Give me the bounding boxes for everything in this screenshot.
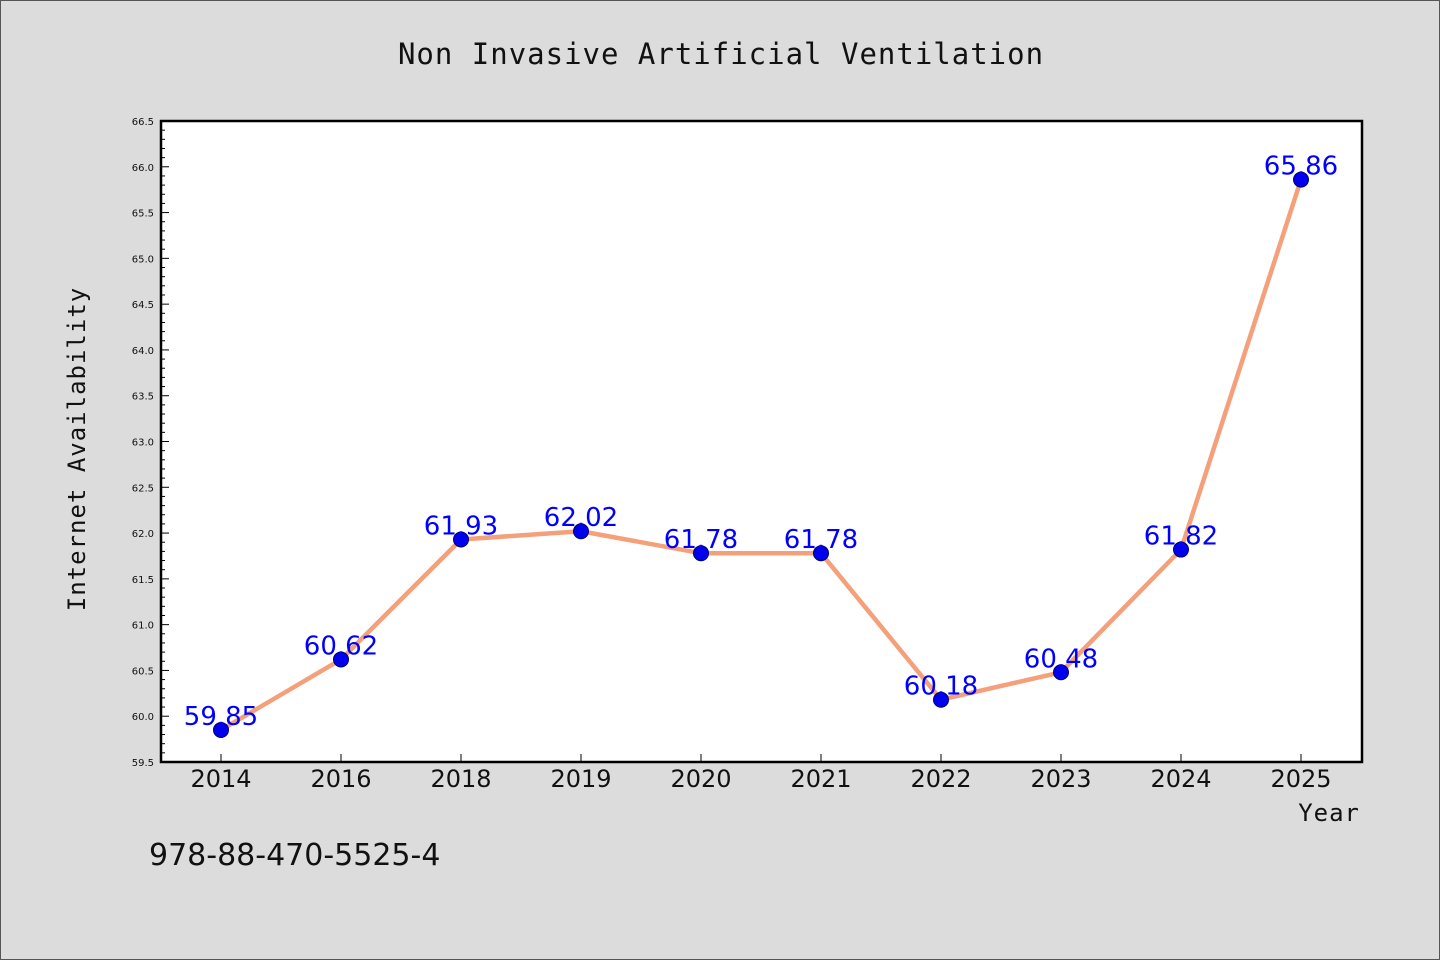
x-tick-label: 2016 <box>310 765 371 793</box>
x-tick-label: 2018 <box>430 765 491 793</box>
data-label: 60.62 <box>304 631 378 661</box>
data-point-marker <box>1053 664 1069 681</box>
x-tick-label: 2025 <box>1270 765 1331 793</box>
data-label: 60.18 <box>904 672 978 702</box>
data-label: 65.86 <box>1264 152 1338 182</box>
data-label: 61.78 <box>784 525 858 555</box>
y-tick-label: 62.0 <box>132 529 154 540</box>
data-label: 60.48 <box>1024 644 1098 674</box>
x-tick-label: 2019 <box>550 765 611 793</box>
data-label-group: 59.85 60.62 61.93 62.02 61.78 61.78 60.18 60.48… <box>184 152 1338 732</box>
y-tick-label: 64.0 <box>132 346 154 357</box>
data-label: 62.02 <box>544 503 618 533</box>
series-line <box>218 177 1304 733</box>
y-tick-label: 66.0 <box>132 163 154 174</box>
data-label: 61.93 <box>424 511 498 541</box>
x-tick-label: 2020 <box>670 765 731 793</box>
chart-title: Non Invasive Artificial Ventilation <box>398 37 1044 71</box>
y-tick-label: 61.0 <box>132 621 154 632</box>
data-point-marker <box>453 531 469 548</box>
y-tick-label: 60.5 <box>132 666 154 677</box>
x-axis-label: Year <box>1298 799 1360 827</box>
data-point-marker <box>933 691 949 708</box>
data-label: 59.85 <box>184 702 258 732</box>
data-point-marker <box>573 523 589 540</box>
data-label: 61.78 <box>664 525 738 555</box>
footer-code: 978-88-470-5525-4 <box>149 838 440 873</box>
x-tick-label: 2022 <box>910 765 971 793</box>
x-tick-label: 2021 <box>790 765 851 793</box>
data-point-marker <box>333 651 349 668</box>
x-axis: 2014 2016 2018 2019 2020 2021 2022 2023 2024 2025 <box>190 754 1332 793</box>
plot-area <box>159 119 1364 764</box>
series-line-group <box>213 171 1309 738</box>
y-tick-label: 59.5 <box>132 758 154 769</box>
y-tick-label: 63.0 <box>132 438 154 449</box>
data-point-marker <box>213 721 229 738</box>
y-tick-label: 60.0 <box>132 712 154 723</box>
data-label: 61.82 <box>1144 522 1218 552</box>
y-tick-label: 65.0 <box>132 254 154 265</box>
y-tick-label: 62.5 <box>132 483 154 494</box>
data-point-marker <box>813 545 829 562</box>
y-axis: 59.5 60.0 60.5 61.0 61.5 62.0 62.5 63.0 63.5 64.0… <box>132 117 169 769</box>
y-tick-label: 64.5 <box>132 300 154 311</box>
data-point-marker <box>693 545 709 562</box>
y-tick-label: 65.5 <box>132 209 154 220</box>
y-tick-label: 66.5 <box>132 117 154 128</box>
x-tick-label: 2024 <box>1150 765 1211 793</box>
y-axis-label: Internet Availability <box>63 287 91 611</box>
x-tick-label: 2014 <box>190 765 251 793</box>
x-tick-label: 2023 <box>1030 765 1091 793</box>
y-tick-label: 63.5 <box>132 392 154 403</box>
data-point-marker <box>1293 171 1309 188</box>
data-point-marker <box>1173 541 1189 558</box>
y-tick-label: 61.5 <box>132 575 154 586</box>
